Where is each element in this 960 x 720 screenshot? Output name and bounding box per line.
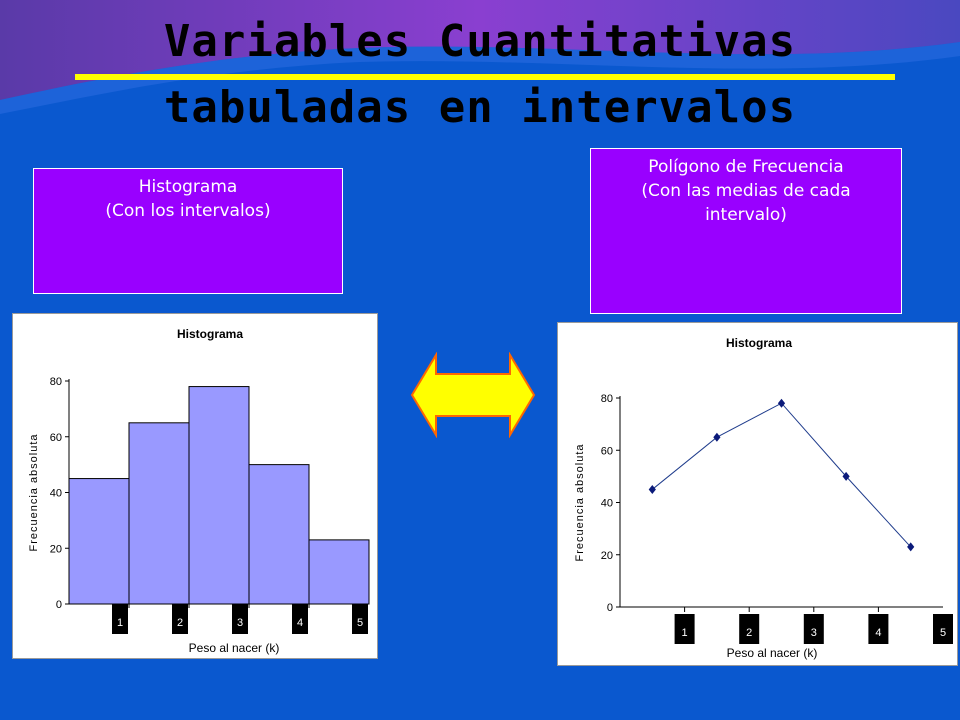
x-category-box bbox=[292, 604, 308, 634]
x-category-box bbox=[739, 614, 760, 644]
slide-title-line-1: Variables Cuantitativas bbox=[163, 16, 797, 67]
histogram-caption-line-1: Histograma bbox=[138, 177, 238, 197]
histogram-bar bbox=[68, 478, 130, 605]
x-tick-label: 4 bbox=[875, 627, 881, 639]
x-tick-label: 3 bbox=[237, 617, 243, 629]
chart-title: Histograma bbox=[177, 327, 243, 341]
x-axis-label: Peso al nacer (k) bbox=[189, 641, 280, 655]
histogram-bar bbox=[308, 539, 370, 605]
x-category-box bbox=[868, 614, 889, 644]
polygon-point bbox=[842, 471, 850, 481]
x-tick-label: 3 bbox=[811, 627, 817, 639]
histogram-bar bbox=[248, 464, 310, 605]
polygon-line bbox=[651, 402, 912, 548]
y-tick-label: 20 bbox=[50, 543, 62, 555]
frequency-polygon-chart: Histograma Frecuencia absoluta Peso al nac… bbox=[574, 336, 953, 660]
y-axis-label: Frecuencia absoluta bbox=[574, 443, 586, 561]
x-tick-label: 4 bbox=[297, 617, 303, 629]
x-category-box bbox=[933, 614, 953, 644]
x-tick-label: 1 bbox=[117, 617, 123, 629]
slide-title-line-2: tabuladas en intervalos bbox=[163, 82, 797, 133]
histogram-chart: Histograma Frecuencia absoluta Peso al nac… bbox=[28, 327, 370, 655]
y-tick-label: 40 bbox=[50, 488, 62, 500]
histogram-caption-line-2: (Con los intervalos) bbox=[105, 201, 271, 221]
x-category-box bbox=[232, 604, 248, 634]
y-tick-label: 80 bbox=[50, 376, 62, 388]
histogram-caption-box: Histograma (Con los intervalos) bbox=[33, 168, 343, 294]
polygon-caption-line-3: intervalo) bbox=[705, 205, 787, 225]
y-tick-label: 60 bbox=[50, 432, 62, 444]
polygon-point bbox=[713, 432, 721, 442]
polygon-caption-line-2: (Con las medias de cada bbox=[641, 181, 851, 201]
chart-title: Histograma bbox=[726, 336, 792, 350]
y-tick-label: 80 bbox=[601, 393, 613, 405]
y-axis-label: Frecuencia absoluta bbox=[28, 433, 40, 551]
polygon-caption-box: Polígono de Frecuencia (Con las medias d… bbox=[590, 148, 902, 314]
y-tick-label: 0 bbox=[56, 599, 62, 611]
polygon-point bbox=[907, 542, 915, 552]
x-category-box bbox=[803, 614, 824, 644]
histogram-chart-panel: Histograma Frecuencia absoluta Peso al nac… bbox=[12, 313, 378, 659]
polygon-point bbox=[648, 484, 656, 494]
histogram-bar bbox=[188, 386, 250, 605]
y-tick-label: 60 bbox=[601, 445, 613, 457]
y-tick-label: 40 bbox=[601, 498, 613, 510]
x-category-box bbox=[352, 604, 368, 634]
x-tick-label: 2 bbox=[177, 617, 183, 629]
x-category-box bbox=[112, 604, 128, 634]
x-category-box bbox=[674, 614, 695, 644]
x-category-box bbox=[172, 604, 188, 634]
x-tick-label: 5 bbox=[940, 627, 946, 639]
polygon-caption-line-1: Polígono de Frecuencia bbox=[648, 157, 844, 177]
double-arrow-icon bbox=[410, 352, 536, 438]
frequency-polygon-chart-panel: Histograma Frecuencia absoluta Peso al nac… bbox=[557, 322, 958, 666]
polygon-point bbox=[777, 398, 786, 408]
x-axis-label: Peso al nacer (k) bbox=[727, 646, 818, 660]
y-tick-label: 20 bbox=[601, 550, 613, 562]
title-underline bbox=[75, 74, 895, 80]
x-tick-label: 2 bbox=[746, 627, 752, 639]
x-tick-label: 1 bbox=[682, 627, 688, 639]
x-tick-label: 5 bbox=[357, 617, 363, 629]
y-tick-label: 0 bbox=[607, 602, 613, 614]
histogram-bar bbox=[128, 422, 190, 605]
